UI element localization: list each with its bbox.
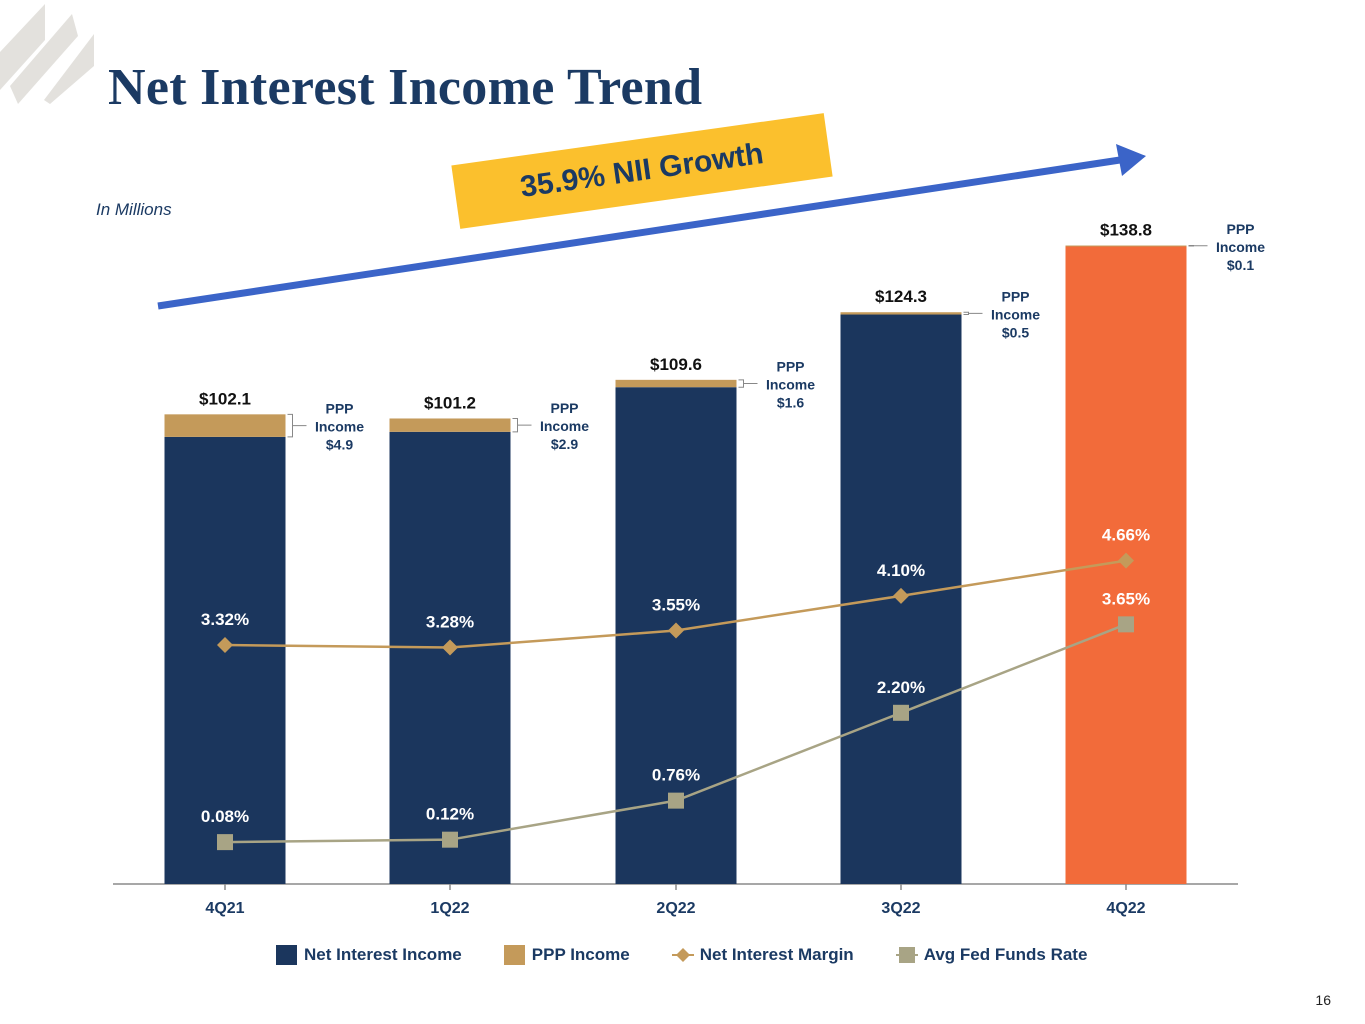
bar-ppp-income (615, 379, 737, 388)
x-tick-label: 2Q22 (656, 900, 695, 917)
bar-ppp-income (164, 414, 286, 437)
ppp-callout-title: PPP (1001, 288, 1029, 304)
ppp-callout-subtitle: Income (766, 377, 815, 393)
legend-nii-label: Net Interest Income (304, 945, 462, 964)
ppp-callout-title: PPP (776, 359, 804, 375)
ppp-bracket (963, 311, 983, 316)
bar-net-interest-income (389, 431, 511, 884)
ppp-callout-value: $4.9 (326, 437, 353, 453)
fed-funds-label: 3.65% (1102, 589, 1150, 608)
x-tick-label: 4Q21 (205, 900, 244, 917)
legend-nii-swatch (276, 945, 297, 965)
ppp-callout-value: $1.6 (777, 395, 804, 411)
bar-ppp-income (389, 418, 511, 432)
ppp-callout-value: $0.1 (1227, 257, 1254, 273)
page-number: 16 (1315, 992, 1331, 1008)
bar-total-label: $124.3 (875, 287, 927, 306)
ppp-callout-title: PPP (325, 401, 353, 417)
fed-funds-label: 0.76% (652, 766, 700, 785)
legend-item-nii: Net Interest Income (276, 945, 462, 965)
x-tick-label: 3Q22 (881, 900, 920, 917)
fed-funds-point (893, 704, 909, 721)
legend-ppp-label: PPP Income (531, 945, 630, 964)
fed-funds-label: 0.12% (426, 805, 474, 824)
ppp-callout-subtitle: Income (540, 418, 589, 434)
diamond-marker-icon (671, 948, 694, 962)
legend-fed-label: Avg Fed Funds Rate (923, 945, 1088, 964)
ppp-callout-value: $0.5 (1002, 324, 1029, 340)
nim-label: 3.55% (652, 596, 700, 615)
legend-nim-label: Net Interest Margin (699, 945, 854, 964)
nim-point (217, 637, 233, 653)
bar-ppp-income (1065, 245, 1187, 247)
fed-funds-point (1118, 616, 1134, 633)
ppp-callout-subtitle: Income (991, 306, 1040, 322)
ppp-callout-subtitle: Income (1216, 239, 1265, 255)
nim-point (1118, 552, 1134, 569)
nim-label: 3.32% (201, 610, 249, 629)
bar-total-label: $109.6 (650, 355, 702, 374)
fed-funds-label: 2.20% (877, 678, 925, 697)
nim-point (893, 587, 909, 604)
legend-item-nim: Net Interest Margin (671, 945, 854, 965)
legend-ppp-swatch (503, 945, 525, 965)
legend-item-ppp: PPP Income (503, 945, 630, 965)
legend-item-fed: Avg Fed Funds Rate (895, 945, 1088, 965)
x-tick-label: 4Q22 (1106, 900, 1145, 917)
bar-net-interest-income (164, 436, 286, 884)
page-title: Net Interest Income Trend (108, 59, 703, 116)
ppp-callout-title: PPP (550, 400, 578, 416)
fed-funds-point (442, 831, 458, 848)
ppp-bracket (738, 379, 758, 388)
ppp-bracket (287, 413, 307, 438)
fed-funds-label: 0.08% (201, 807, 249, 826)
ppp-callout-value: $2.9 (551, 436, 578, 452)
nim-label: 3.28% (426, 613, 474, 632)
bar-ppp-income (840, 312, 962, 315)
nim-point (668, 622, 684, 639)
nim-label: 4.66% (1102, 526, 1150, 545)
bar-total-label: $138.8 (1100, 221, 1152, 240)
fed-funds-point (668, 792, 684, 809)
ppp-callout-subtitle: Income (315, 419, 364, 435)
nim-point (442, 639, 458, 656)
bar-total-label: $102.1 (199, 389, 251, 408)
bar-total-label: $101.2 (424, 393, 476, 412)
units-note: In Millions (96, 200, 172, 219)
fed-funds-point (217, 834, 233, 851)
square-marker-icon (895, 947, 918, 963)
x-tick-label: 1Q22 (430, 900, 469, 917)
ppp-callout-title: PPP (1226, 221, 1254, 237)
nii-chart: $102.1 4Q21 PPP Income $4.9 $101.2 1Q22 PPP Inco… (113, 221, 1265, 917)
ppp-bracket (512, 417, 532, 433)
chart-legend: Net Interest Income PPP Income Net Inter… (276, 943, 1087, 967)
growth-arrow-icon (157, 144, 1146, 310)
nim-label: 4.10% (877, 561, 925, 580)
company-logo (0, 4, 94, 104)
